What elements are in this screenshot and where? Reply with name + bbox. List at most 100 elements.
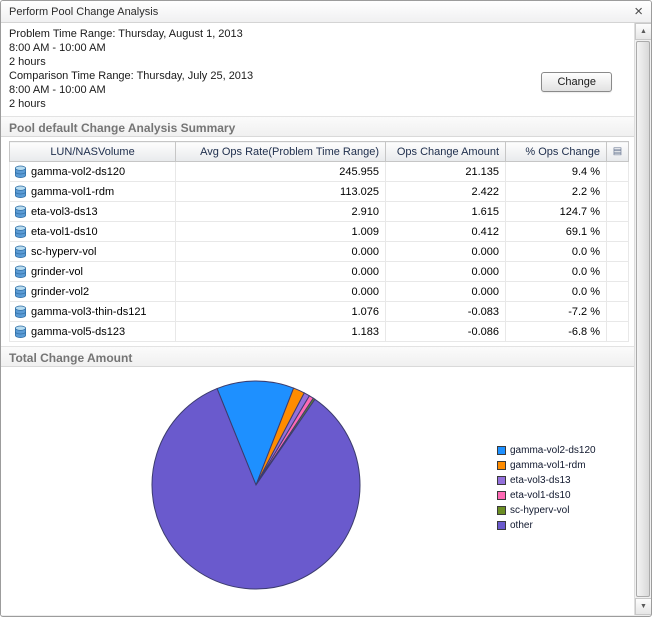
cell-spacer [606, 301, 629, 322]
close-icon[interactable]: × [634, 3, 643, 20]
legend-item: other [497, 520, 596, 531]
legend-item: eta-vol3-ds13 [497, 475, 596, 486]
table-row[interactable]: gamma-vol3-thin-ds121 1.076 -0.083 -7.2 … [9, 301, 629, 322]
cell-pct-ops-change: 0.0 % [505, 261, 607, 282]
volume-icon [14, 225, 27, 239]
legend-label: eta-vol3-ds13 [510, 475, 571, 486]
cell-avg-ops-rate: 1.076 [175, 301, 386, 322]
cell-spacer [606, 181, 629, 202]
legend-swatch [497, 521, 506, 530]
summary-table-body: gamma-vol2-ds120 245.955 21.135 9.4 % ga… [9, 161, 629, 342]
cell-avg-ops-rate: 245.955 [175, 161, 386, 182]
cell-pct-ops-change: -7.2 % [505, 301, 607, 322]
chart-section-header: Total Change Amount [1, 346, 634, 367]
dialog-title: Perform Pool Change Analysis [9, 5, 159, 18]
scroll-down-icon[interactable]: ▼ [635, 598, 651, 615]
legend-item: gamma-vol2-ds120 [497, 445, 596, 456]
table-row[interactable]: eta-vol3-ds13 2.910 1.615 124.7 % [9, 201, 629, 222]
cell-volume-name: eta-vol1-ds10 [9, 221, 176, 242]
cell-spacer [606, 261, 629, 282]
volume-icon [14, 245, 27, 259]
dialog-body: Problem Time Range: Thursday, August 1, … [1, 23, 651, 615]
col-pct-ops-change[interactable]: % Ops Change [505, 141, 607, 162]
volume-icon [14, 165, 27, 179]
cell-pct-ops-change: -6.8 % [505, 321, 607, 342]
cell-ops-change-amount: -0.086 [385, 321, 506, 342]
volume-icon [14, 185, 27, 199]
table-row[interactable]: grinder-vol 0.000 0.000 0.0 % [9, 261, 629, 282]
cell-pct-ops-change: 69.1 % [505, 221, 607, 242]
cell-ops-change-amount: 0.412 [385, 221, 506, 242]
col-ops-change-amount[interactable]: Ops Change Amount [385, 141, 506, 162]
table-row[interactable]: eta-vol1-ds10 1.009 0.412 69.1 % [9, 221, 629, 242]
change-analysis-table: LUN/NASVolume Avg Ops Rate(Problem Time … [9, 141, 629, 342]
legend-label: gamma-vol1-rdm [510, 460, 586, 471]
legend-item: sc-hyperv-vol [497, 505, 596, 516]
legend-label: sc-hyperv-vol [510, 505, 570, 516]
cell-pct-ops-change: 9.4 % [505, 161, 607, 182]
comparison-range-label: Comparison Time Range: Thursday, July 25… [9, 70, 254, 82]
comparison-range-duration: 2 hours [9, 98, 46, 110]
summary-section-header: Pool default Change Analysis Summary [1, 116, 634, 137]
cell-avg-ops-rate: 2.910 [175, 201, 386, 222]
cell-spacer [606, 161, 629, 182]
cell-avg-ops-rate: 0.000 [175, 281, 386, 302]
column-chooser-icon[interactable]: ▤ [612, 146, 623, 157]
table-row[interactable]: grinder-vol2 0.000 0.000 0.0 % [9, 281, 629, 302]
cell-pct-ops-change: 0.0 % [505, 281, 607, 302]
legend-item: gamma-vol1-rdm [497, 460, 596, 471]
cell-spacer [606, 321, 629, 342]
change-button[interactable]: Change [541, 72, 612, 92]
legend-item: eta-vol1-ds10 [497, 490, 596, 501]
volume-icon [14, 285, 27, 299]
total-change-amount-chart: gamma-vol2-ds120 gamma-vol1-rdm eta-vol3… [1, 367, 634, 615]
legend-label: eta-vol1-ds10 [510, 490, 571, 501]
cell-volume-name: eta-vol3-ds13 [9, 201, 176, 222]
cell-volume-name: grinder-vol2 [9, 281, 176, 302]
table-row[interactable]: sc-hyperv-vol 0.000 0.000 0.0 % [9, 241, 629, 262]
problem-range-label: Problem Time Range: Thursday, August 1, … [9, 28, 243, 40]
col-avg-ops-rate[interactable]: Avg Ops Rate(Problem Time Range) [175, 141, 386, 162]
table-header: LUN/NASVolume Avg Ops Rate(Problem Time … [9, 141, 629, 162]
cell-volume-name: gamma-vol3-thin-ds121 [9, 301, 176, 322]
table-row[interactable]: gamma-vol5-ds123 1.183 -0.086 -6.8 % [9, 321, 629, 342]
chart-legend: gamma-vol2-ds120 gamma-vol1-rdm eta-vol3… [497, 445, 596, 535]
cell-pct-ops-change: 0.0 % [505, 241, 607, 262]
cell-ops-change-amount: 0.000 [385, 241, 506, 262]
cell-ops-change-amount: 21.135 [385, 161, 506, 182]
cell-ops-change-amount: 2.422 [385, 181, 506, 202]
cell-avg-ops-rate: 0.000 [175, 261, 386, 282]
column-chooser-button[interactable]: ▤ [606, 141, 629, 162]
cell-avg-ops-rate: 0.000 [175, 241, 386, 262]
cell-ops-change-amount: 0.000 [385, 261, 506, 282]
titlebar: Perform Pool Change Analysis × [1, 1, 651, 23]
legend-swatch [497, 491, 506, 500]
volume-icon [14, 205, 27, 219]
volume-icon [14, 325, 27, 339]
comparison-range-time: 8:00 AM - 10:00 AM [9, 84, 106, 96]
problem-range-time: 8:00 AM - 10:00 AM [9, 42, 106, 54]
scrollbar-thumb[interactable] [636, 41, 650, 597]
table-row[interactable]: gamma-vol2-ds120 245.955 21.135 9.4 % [9, 161, 629, 182]
cell-pct-ops-change: 2.2 % [505, 181, 607, 202]
time-range-summary: Problem Time Range: Thursday, August 1, … [1, 23, 634, 116]
cell-volume-name: sc-hyperv-vol [9, 241, 176, 262]
cell-volume-name: gamma-vol2-ds120 [9, 161, 176, 182]
cell-ops-change-amount: 1.615 [385, 201, 506, 222]
cell-volume-name: gamma-vol5-ds123 [9, 321, 176, 342]
pie-chart [151, 380, 361, 590]
vertical-scrollbar[interactable]: ▲ ▼ [634, 23, 651, 615]
cell-pct-ops-change: 124.7 % [505, 201, 607, 222]
legend-swatch [497, 506, 506, 515]
dialog-content: Problem Time Range: Thursday, August 1, … [1, 23, 634, 615]
cell-avg-ops-rate: 1.183 [175, 321, 386, 342]
volume-icon [14, 305, 27, 319]
cell-avg-ops-rate: 1.009 [175, 221, 386, 242]
cell-ops-change-amount: -0.083 [385, 301, 506, 322]
table-row[interactable]: gamma-vol1-rdm 113.025 2.422 2.2 % [9, 181, 629, 202]
scroll-up-icon[interactable]: ▲ [635, 23, 651, 40]
cell-ops-change-amount: 0.000 [385, 281, 506, 302]
cell-spacer [606, 201, 629, 222]
col-lun-nasvolume[interactable]: LUN/NASVolume [9, 141, 176, 162]
